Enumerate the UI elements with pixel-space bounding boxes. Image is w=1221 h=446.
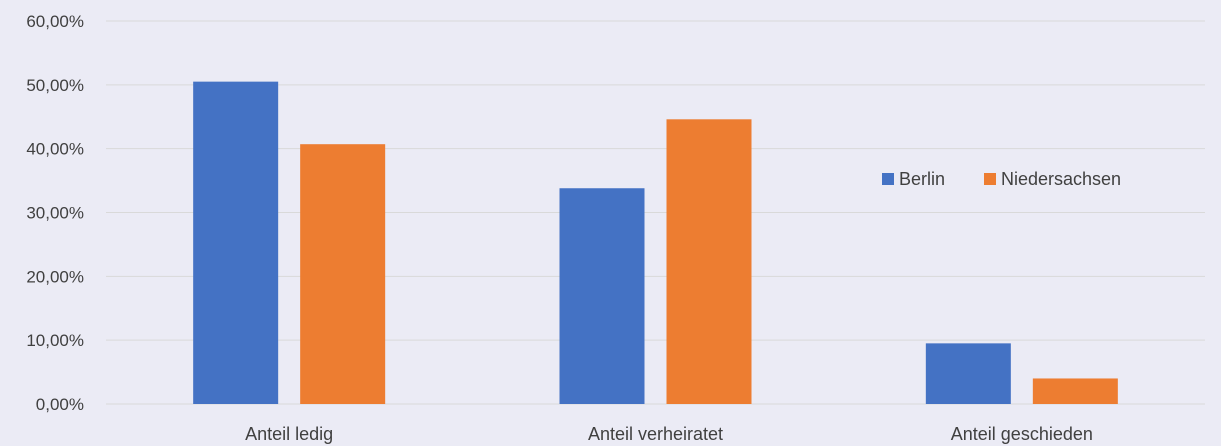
y-tick-label: 50,00% (26, 76, 84, 95)
x-axis-category-labels: Anteil ledig Anteil verheiratet Anteil ges… (245, 424, 1093, 444)
y-tick-label: 0,00% (36, 395, 84, 414)
gridlines (106, 20, 1205, 405)
bar-berlin-0 (193, 81, 279, 405)
bar-niedersachsen-1 (666, 119, 752, 404)
bar-berlin-2 (925, 343, 1011, 404)
bars (193, 81, 1118, 405)
x-category-label: Anteil geschieden (951, 424, 1093, 444)
y-tick-label: 40,00% (26, 140, 84, 159)
y-tick-label: 60,00% (26, 12, 84, 31)
y-tick-label: 20,00% (26, 267, 84, 286)
x-category-label: Anteil ledig (245, 424, 333, 444)
legend: Berlin Niedersachsen (882, 169, 1121, 189)
legend-swatch-berlin (882, 173, 894, 185)
x-category-label: Anteil verheiratet (588, 424, 723, 444)
legend-swatch-niedersachsen (984, 173, 996, 185)
bar-berlin-1 (559, 188, 645, 404)
legend-label-niedersachsen: Niedersachsen (1001, 169, 1121, 189)
y-tick-label: 10,00% (26, 331, 84, 350)
y-axis-tick-labels: 0,00% 10,00% 20,00% 30,00% 40,00% 50,00% 60,00… (26, 12, 84, 414)
bar-niedersachsen-0 (300, 144, 386, 404)
legend-label-berlin: Berlin (899, 169, 945, 189)
y-tick-label: 30,00% (26, 204, 84, 223)
bar-niedersachsen-2 (1032, 378, 1118, 404)
